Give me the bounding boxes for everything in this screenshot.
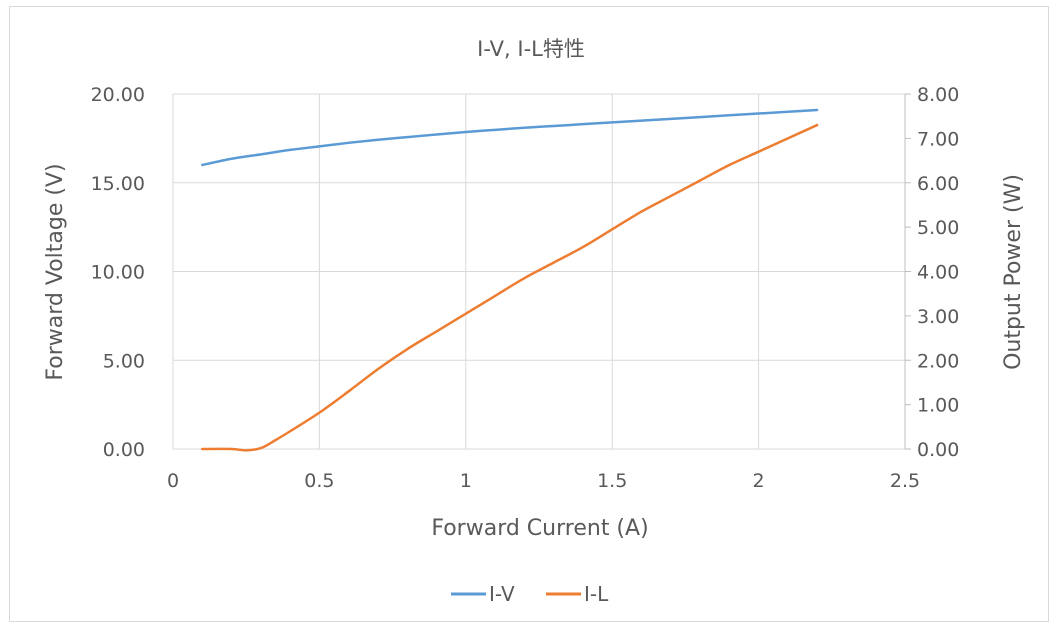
y2-tick-label: 1.00 xyxy=(917,395,959,417)
y2-axis-title: Output Power (W) xyxy=(1001,174,1026,370)
y2-tick-label: 3.00 xyxy=(917,306,959,328)
y2-tick-label: 0.00 xyxy=(917,439,959,461)
y-tick-label: 0.00 xyxy=(103,439,145,461)
ticks: 0 0.5 1 1.5 2 2.5 0.00 5.00 10.00 15.00 20.00 0.00 1… xyxy=(91,84,960,492)
chart-title: I-V, I-L特性 xyxy=(477,37,585,61)
y-axis-title: Forward Voltage (V) xyxy=(43,163,68,380)
x-tick-label: 2.5 xyxy=(890,470,920,492)
y2-tick-label: 2.00 xyxy=(917,350,959,372)
legend: I-V I-L xyxy=(451,582,609,606)
y2-tick-label: 6.00 xyxy=(917,173,959,195)
legend-label-il: I-L xyxy=(584,582,609,606)
y-tick-label: 10.00 xyxy=(91,262,145,284)
series-layer xyxy=(201,108,819,452)
series-line-i-v xyxy=(201,108,819,167)
x-tick-label: 1 xyxy=(460,470,472,492)
legend-label-iv: I-V xyxy=(489,582,515,606)
x-tick-label: 2 xyxy=(753,470,765,492)
y2-tick-label: 5.00 xyxy=(917,217,959,239)
x-tick-label: 1.5 xyxy=(597,470,627,492)
y-tick-label: 20.00 xyxy=(91,84,145,106)
y-tick-label: 15.00 xyxy=(91,173,145,195)
y2-tick-label: 4.00 xyxy=(917,262,959,284)
x-tick-label: 0 xyxy=(167,470,179,492)
x-axis-title: Forward Current (A) xyxy=(431,516,648,541)
chart-frame xyxy=(9,6,1049,622)
y-tick-label: 5.00 xyxy=(103,350,145,372)
series-line-i-l xyxy=(201,123,819,452)
y2-tick-label: 7.00 xyxy=(917,128,959,150)
y2-tick-label: 8.00 xyxy=(917,84,959,106)
x-tick-label: 0.5 xyxy=(304,470,334,492)
